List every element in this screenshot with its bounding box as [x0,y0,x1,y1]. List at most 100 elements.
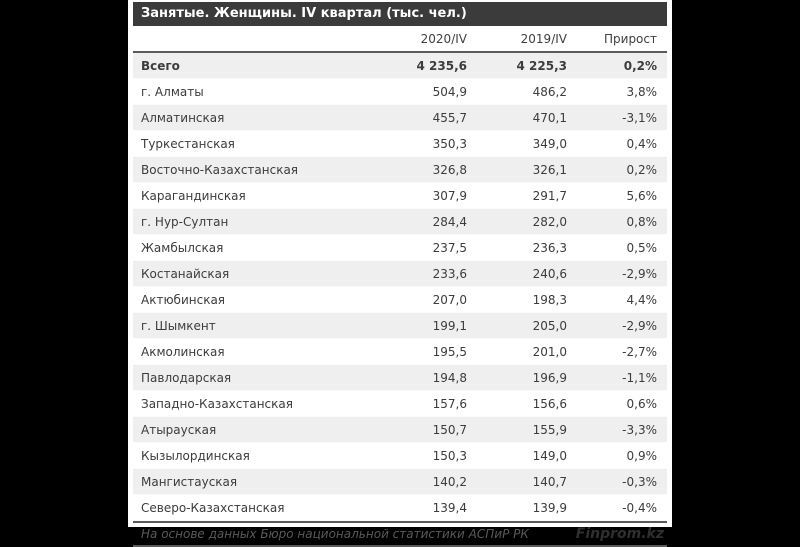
column-header-region [133,26,339,53]
value-2019: 198,3 [532,292,567,307]
table-row: Восточно-Казахстанская 326,8 326,1 0,2% [133,156,667,183]
value-2020: 194,8 [432,370,467,385]
table-row: Акмолинская 195,5 201,0 -2,7% [133,339,667,365]
table-row: Всего 4 235,6 4 225,3 0,2% [133,52,667,79]
value-2020: 284,4 [432,214,467,229]
letterboxed-canvas: { "chart_data": { "type": "table", "titl… [128,0,672,547]
region-name: Всего [141,58,180,73]
figure-title-bar: Занятые. Женщины. IV квартал (тыс. чел.) [133,2,667,26]
employment-table: 2020/IV 2019/IV Прирост Всего 4 235,6 4 … [133,26,667,521]
value-2020: 207,0 [432,292,467,307]
value-2019: 196,9 [532,370,567,385]
value-2019: 4 225,3 [516,58,567,73]
table-row: Алматинская 455,7 470,1 -3,1% [133,104,667,131]
region-name: Жамбылская [141,240,224,255]
growth-value: 0,4% [626,136,658,151]
table-body: Всего 4 235,6 4 225,3 0,2% г. Алматы 504… [133,52,667,521]
region-name: Акмолинская [141,344,225,359]
region-name: Карагандинская [141,188,246,203]
table-row: г. Алматы 504,9 486,2 3,8% [133,79,667,105]
table-row: г. Нур-Султан 284,4 282,0 0,8% [133,208,667,235]
growth-value: 0,5% [626,240,658,255]
value-2019: 156,6 [532,396,567,411]
table-row: Западно-Казахстанская 157,6 156,6 0,6% [133,391,667,417]
value-2019: 201,0 [532,344,567,359]
table-row: Кызылординская 150,3 149,0 0,9% [133,443,667,469]
value-2019: 140,7 [532,474,567,489]
region-name: г. Шымкент [141,318,216,333]
region-name: Атырауская [141,422,217,437]
growth-value: 0,8% [626,214,658,229]
table-row: Северо-Казахстанская 139,4 139,9 -0,4% [133,495,667,521]
growth-value: -3,3% [622,422,657,437]
value-2020: 4 235,6 [416,58,467,73]
value-2019: 205,0 [532,318,567,333]
table-row: Павлодарская 194,8 196,9 -1,1% [133,364,667,391]
value-2019: 486,2 [532,84,567,99]
growth-value: -0,4% [622,500,657,515]
value-2020: 157,6 [432,396,467,411]
value-2020: 233,6 [432,266,467,281]
value-2020: 455,7 [432,110,467,125]
table-row: Туркестанская 350,3 349,0 0,4% [133,131,667,157]
source-note: На основе данных Бюро национальной стати… [141,527,529,541]
growth-value: 5,6% [626,188,658,203]
region-name: Костанайская [141,266,230,281]
table-header: 2020/IV 2019/IV Прирост [133,26,667,53]
table-row: г. Шымкент 199,1 205,0 -2,9% [133,312,667,339]
column-header-2019: 2019/IV [467,26,567,53]
value-2019: 155,9 [532,422,567,437]
growth-value: 0,2% [626,162,658,177]
value-2020: 150,7 [432,422,467,437]
region-name: Кызылординская [141,448,250,463]
table-row: Карагандинская 307,9 291,7 5,6% [133,183,667,209]
value-2020: 237,5 [432,240,467,255]
region-name: Мангистауская [141,474,238,489]
region-name: Восточно-Казахстанская [141,162,299,177]
growth-value: -2,7% [622,344,657,359]
table-row: Костанайская 233,6 240,6 -2,9% [133,260,667,287]
column-header-2020: 2020/IV [339,26,467,53]
figure-footer: На основе данных Бюро национальной стати… [133,521,667,547]
growth-value: 0,6% [626,396,658,411]
value-2020: 150,3 [432,448,467,463]
growth-value: 3,8% [626,84,658,99]
growth-value: 0,2% [623,58,657,73]
table-row: Жамбылская 237,5 236,3 0,5% [133,235,667,261]
value-2019: 236,3 [532,240,567,255]
brand-logo: Finprom.kz [575,526,664,542]
region-name: Западно-Казахстанская [141,396,293,411]
region-name: Павлодарская [141,370,232,385]
growth-value: -3,1% [622,110,657,125]
value-2020: 326,8 [432,162,467,177]
table-row: Мангистауская 140,2 140,7 -0,3% [133,468,667,495]
value-2019: 240,6 [532,266,567,281]
growth-value: -2,9% [622,266,657,281]
growth-value: 4,4% [626,292,658,307]
value-2019: 291,7 [532,188,567,203]
value-2020: 195,5 [432,344,467,359]
value-2020: 199,1 [432,318,467,333]
region-name: г. Алматы [141,84,204,99]
value-2019: 349,0 [532,136,567,151]
value-2020: 140,2 [432,474,467,489]
table-row: Актюбинская 207,0 198,3 4,4% [133,287,667,313]
value-2020: 139,4 [432,500,467,515]
value-2020: 307,9 [432,188,467,203]
column-header-growth: Прирост [567,26,667,53]
region-name: г. Нур-Султан [141,214,229,229]
growth-value: -2,9% [622,318,657,333]
growth-value: -0,3% [622,474,657,489]
region-name: Актюбинская [141,292,226,307]
region-name: Туркестанская [141,136,235,151]
value-2019: 470,1 [532,110,567,125]
table-figure-panel: Занятые. Женщины. IV квартал (тыс. чел.)… [128,0,672,547]
value-2020: 350,3 [432,136,467,151]
value-2019: 139,9 [532,500,567,515]
growth-value: -1,1% [622,370,657,385]
region-name: Северо-Казахстанская [141,500,285,515]
value-2019: 282,0 [532,214,567,229]
growth-value: 0,9% [626,448,658,463]
region-name: Алматинская [141,110,225,125]
value-2020: 504,9 [432,84,467,99]
